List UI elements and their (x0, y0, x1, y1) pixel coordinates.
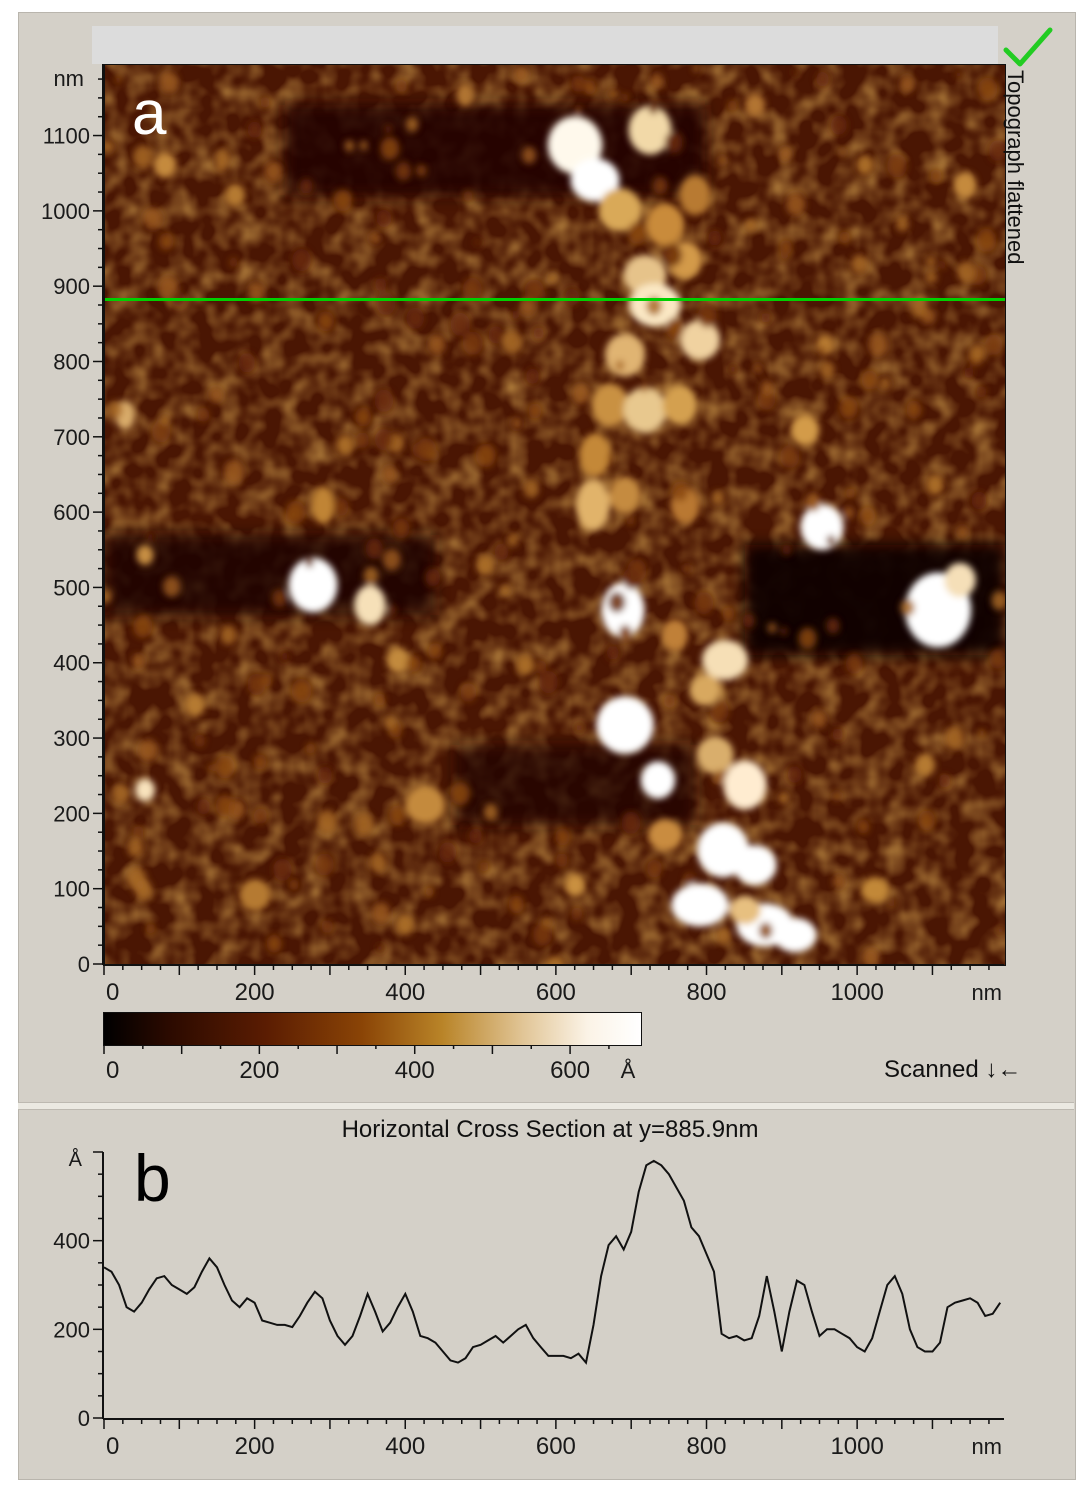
cross-section-profile-line (103, 1159, 1002, 1365)
cs-y-unit-label: Å (69, 1148, 83, 1171)
x-tick-label: 0 (106, 979, 119, 1006)
cs-y-tick-label: 400 (53, 1229, 90, 1254)
cross-section-title: Horizontal Cross Section at y=885.9nm (341, 1116, 759, 1143)
cs-y-tick-label: 200 (53, 1317, 90, 1342)
y-unit-label: nm (53, 66, 84, 91)
cs-x-tick-label: 600 (536, 1433, 576, 1460)
panel-a-axes: 0 100 200 300 400 500 600 700 800 900 1000 1100 nm 0 2… (41, 64, 1004, 1084)
cs-x-tick-label: 0 (106, 1433, 119, 1460)
y-tick-label: 500 (53, 575, 90, 600)
cross-section-line[interactable] (105, 298, 1005, 301)
y-tick-label: 0 (78, 952, 90, 977)
x-tick-label: 800 (686, 979, 726, 1006)
x-unit-label: nm (971, 980, 1002, 1005)
afm-height-map (105, 65, 1005, 965)
x-tick-label: 400 (385, 979, 425, 1006)
panel-a-label: a (132, 79, 167, 148)
cs-x-unit-label: nm (971, 1434, 1002, 1459)
cs-x-tick-label: 800 (686, 1433, 726, 1460)
y-tick-label: 300 (53, 726, 90, 751)
x-tick-label: 200 (235, 979, 275, 1006)
y-tick-label: 600 (53, 500, 90, 525)
cs-x-tick-label: 200 (235, 1433, 275, 1460)
y-tick-label: 1000 (41, 199, 90, 224)
afm-topography-image (104, 64, 1006, 966)
image-header-strip (92, 26, 998, 64)
cs-x-tick-label: 1000 (830, 1433, 883, 1460)
cs-x-tick-label: 400 (385, 1433, 425, 1460)
colorbar-unit-label: Å (621, 1058, 636, 1083)
colorbar-tick-label: 200 (239, 1057, 279, 1084)
x-tick-label: 600 (536, 979, 576, 1006)
checkmark-icon (1003, 27, 1053, 67)
panel-b-label: b (134, 1141, 171, 1215)
colorbar-tick-label: 600 (550, 1057, 590, 1084)
particle-grains (105, 65, 1005, 965)
colorbar-tick-label: 400 (395, 1057, 435, 1084)
y-tick-label: 700 (53, 425, 90, 450)
y-tick-label: 400 (53, 651, 90, 676)
scanned-direction-label: Scanned ↓← (884, 1056, 1022, 1083)
height-colorbar (103, 1012, 642, 1046)
y-tick-label: 100 (53, 877, 90, 902)
y-tick-label: 200 (53, 801, 90, 826)
panel-b-axes: 0 200 400 Å 0 200 400 600 800 1000 nm (53, 1148, 1004, 1460)
y-tick-label: 800 (53, 349, 90, 374)
cs-y-tick-label: 0 (78, 1406, 90, 1431)
panel-divider[interactable] (18, 1102, 1074, 1110)
x-tick-label: 1000 (830, 979, 883, 1006)
side-title: Topograph flattened (1003, 70, 1028, 265)
y-tick-label: 1100 (43, 124, 90, 149)
colorbar-tick-label: 0 (106, 1057, 119, 1084)
y-tick-label: 900 (53, 274, 90, 299)
